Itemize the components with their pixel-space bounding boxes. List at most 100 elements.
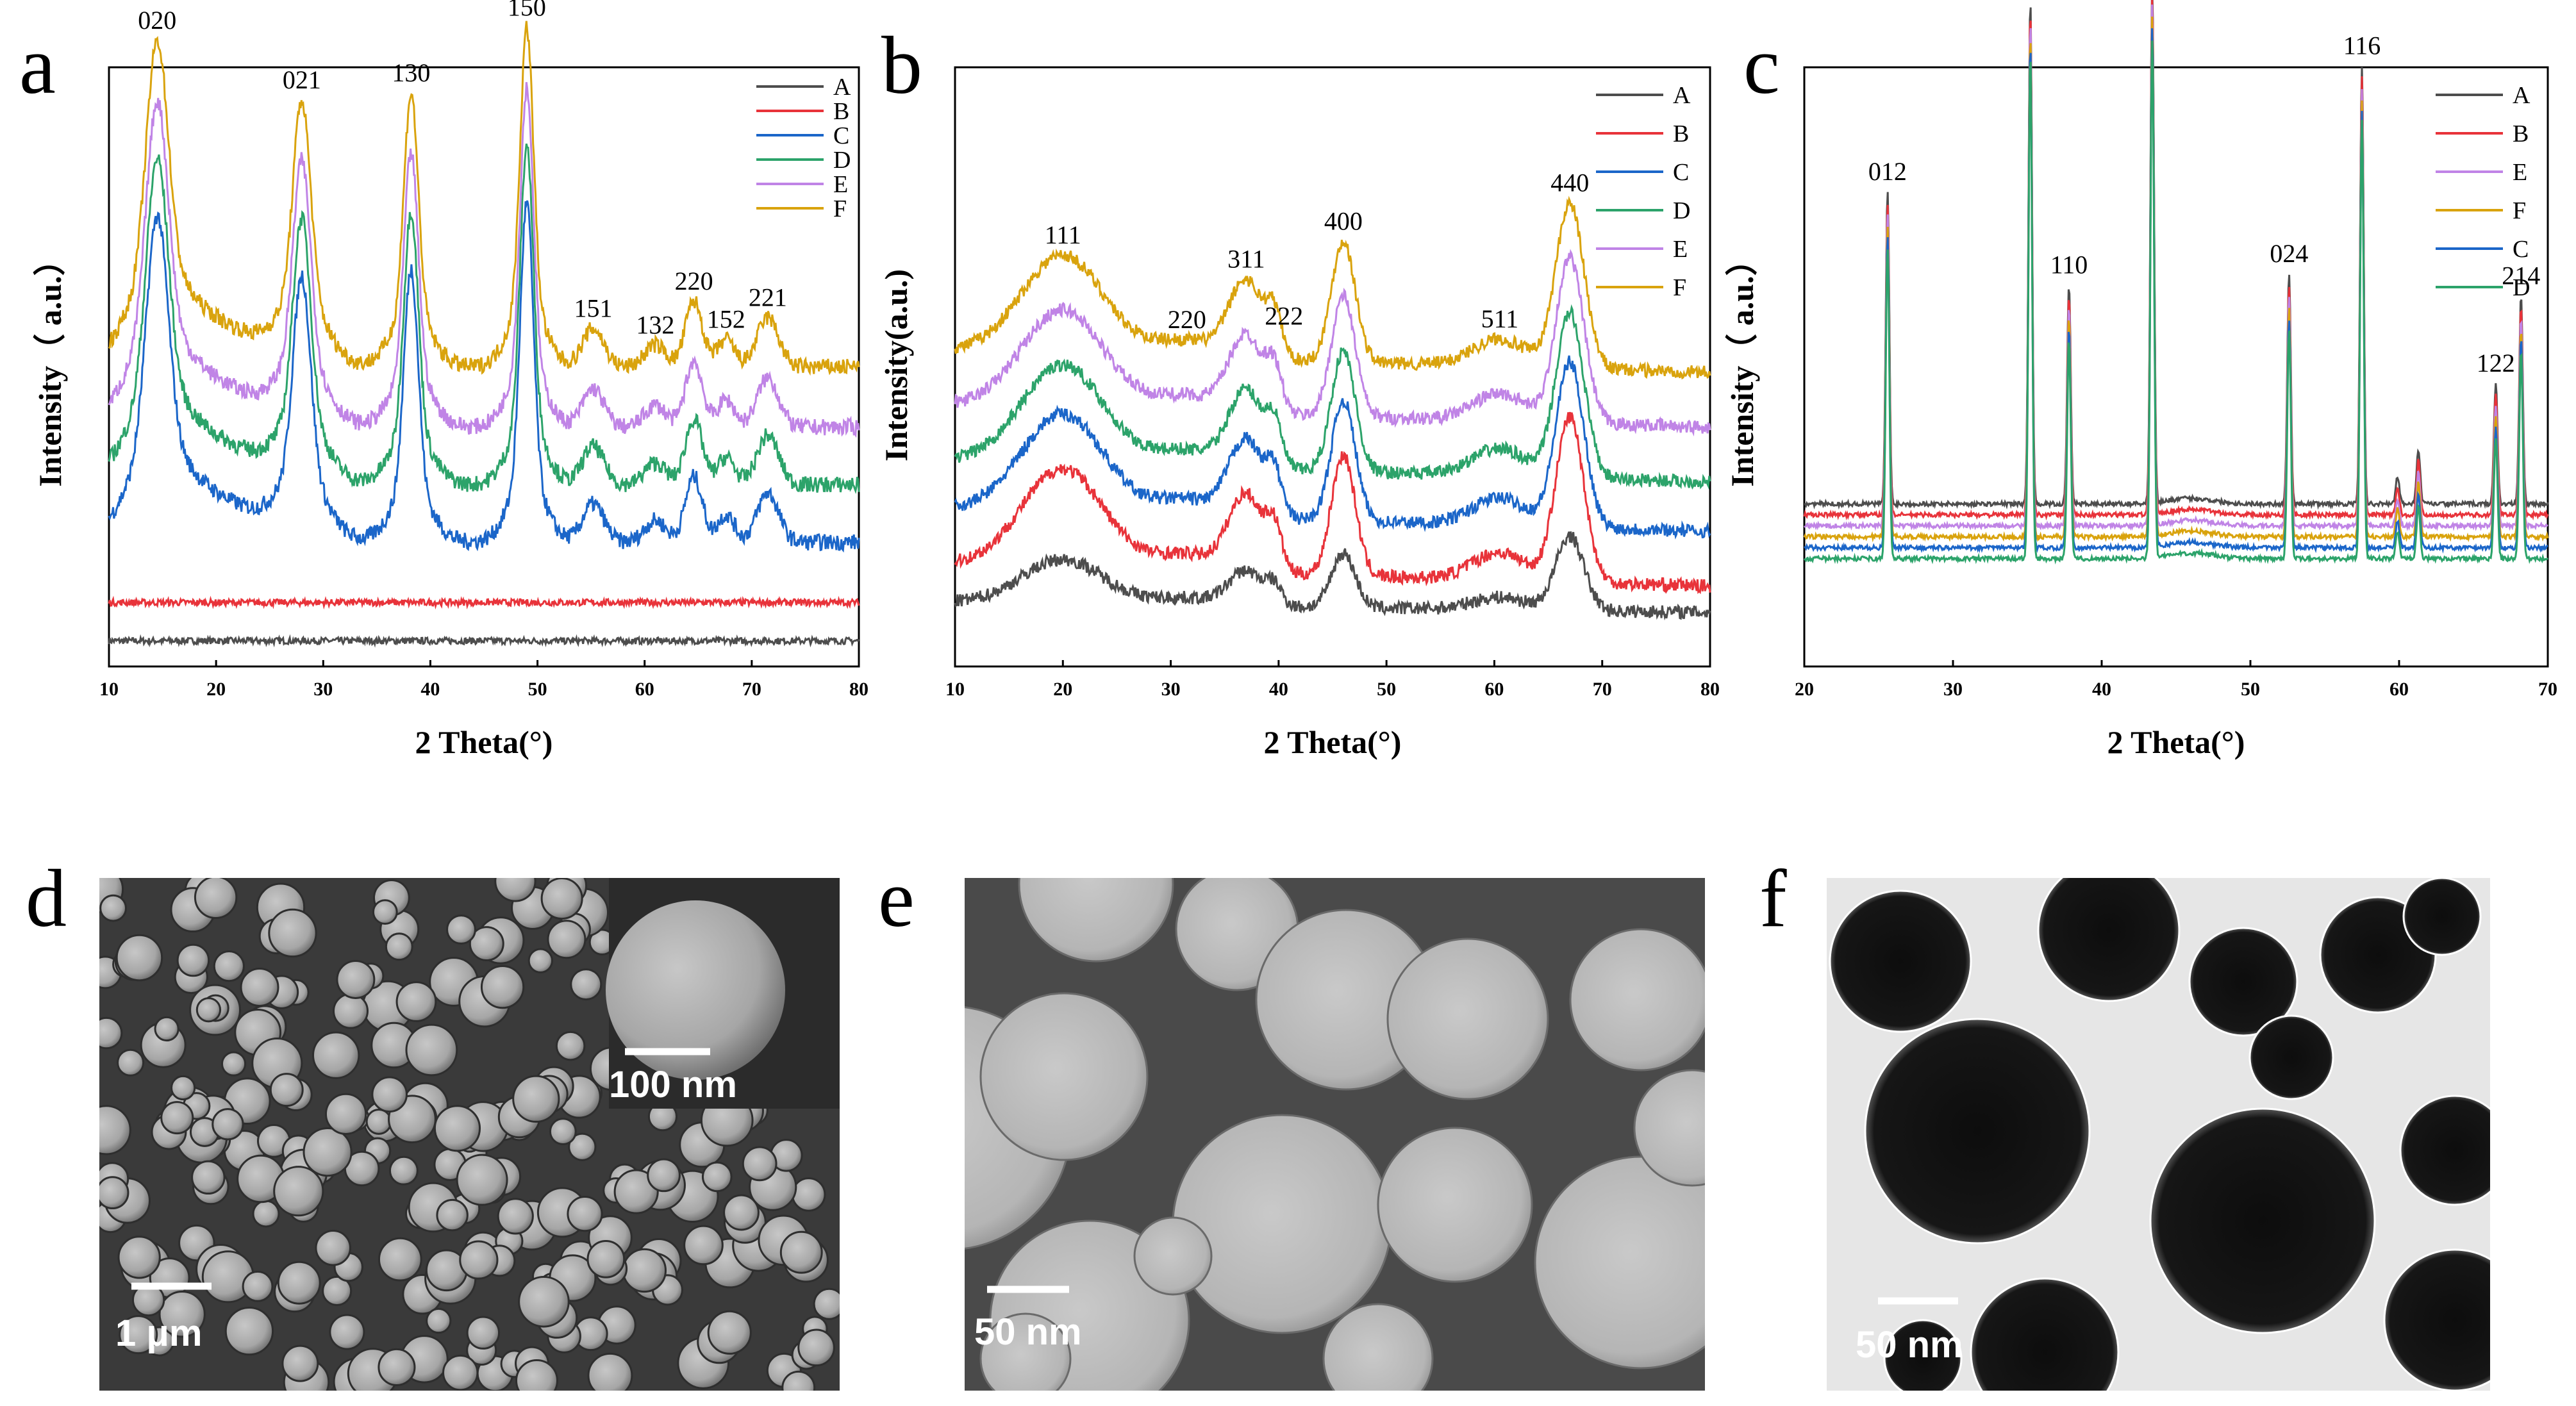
particle bbox=[378, 1348, 416, 1387]
particle bbox=[99, 1105, 131, 1155]
particle bbox=[813, 1287, 840, 1320]
particle bbox=[388, 1155, 419, 1186]
particle bbox=[1534, 1155, 1705, 1369]
x-tick-label: 20 bbox=[206, 679, 226, 700]
particle bbox=[540, 878, 583, 920]
x-tick-label: 30 bbox=[1943, 679, 1963, 700]
particle bbox=[723, 1194, 760, 1231]
particle bbox=[1970, 1277, 2120, 1391]
particle bbox=[252, 1200, 280, 1228]
peak-label-a: 152 bbox=[707, 305, 745, 334]
particle bbox=[273, 1166, 324, 1217]
legend-label-c-C: C bbox=[2513, 236, 2529, 263]
legend-label-c-B: B bbox=[2513, 120, 2529, 147]
panel-letter-c: c bbox=[1743, 20, 1780, 111]
y-axis-title-a: Intensity（ a.u.） bbox=[32, 244, 68, 486]
series-line-c-B bbox=[1803, 0, 2549, 521]
particle bbox=[512, 1075, 560, 1123]
legend-label-b-D: D bbox=[1673, 197, 1690, 224]
particle bbox=[549, 1118, 577, 1145]
particle bbox=[1569, 928, 1705, 1071]
legend-label-b-E: E bbox=[1673, 236, 1688, 263]
peak-label-a: 021 bbox=[283, 65, 321, 94]
legend-label-a-F: F bbox=[833, 195, 847, 222]
particle bbox=[426, 1307, 452, 1334]
series-line-b-E bbox=[954, 249, 1711, 437]
x-tick-label: 40 bbox=[1269, 679, 1288, 700]
inset-sphere bbox=[606, 900, 785, 1080]
particle bbox=[378, 1237, 422, 1282]
particle bbox=[568, 1132, 597, 1161]
particle bbox=[1322, 1303, 1434, 1391]
peak-label-b: 400 bbox=[1324, 206, 1363, 235]
particle bbox=[2383, 1248, 2490, 1391]
sem-particles-e bbox=[965, 878, 1705, 1391]
peak-label-a: 132 bbox=[636, 310, 674, 339]
x-tick-label: 20 bbox=[1795, 679, 1814, 700]
particle bbox=[442, 1354, 479, 1391]
legend-label-a-B: B bbox=[833, 98, 849, 125]
peak-label-a: 151 bbox=[574, 294, 612, 323]
particle bbox=[779, 1230, 823, 1274]
particle bbox=[385, 932, 413, 961]
particle bbox=[115, 934, 163, 982]
particle bbox=[433, 1105, 481, 1152]
x-tick-label: 60 bbox=[1484, 679, 1504, 700]
peak-label-c: 012 bbox=[1868, 157, 1907, 186]
plot-frame-c bbox=[1803, 66, 2549, 668]
peak-label-a: 220 bbox=[675, 267, 713, 295]
peak-label-a: 020 bbox=[138, 6, 176, 35]
particle bbox=[683, 1225, 724, 1266]
x-tick-label: 30 bbox=[1161, 679, 1181, 700]
particle bbox=[1829, 889, 1972, 1033]
particle bbox=[613, 1169, 659, 1214]
particle bbox=[1133, 1216, 1213, 1296]
particle bbox=[322, 1275, 353, 1306]
x-tick-label: 40 bbox=[2092, 679, 2111, 700]
peak-label-a: 221 bbox=[749, 283, 787, 312]
peak-label-b: 311 bbox=[1227, 244, 1265, 273]
particle bbox=[1386, 938, 1549, 1100]
series-line-c-E bbox=[1804, 4, 2548, 531]
particle bbox=[191, 1160, 226, 1195]
panel-d-sem-image: d 100 nm 1 μm bbox=[26, 853, 840, 1391]
x-tick-label: 60 bbox=[635, 679, 654, 700]
particle bbox=[1864, 1018, 2091, 1245]
particle bbox=[176, 943, 210, 977]
legend-label-b-B: B bbox=[1673, 120, 1689, 147]
peak-label-b: 111 bbox=[1045, 220, 1081, 249]
particle bbox=[456, 1154, 508, 1206]
x-tick-label: 70 bbox=[1593, 679, 1612, 700]
particle bbox=[315, 1230, 351, 1266]
particle bbox=[242, 1270, 274, 1302]
x-tick-label: 10 bbox=[945, 679, 965, 700]
particle bbox=[405, 1023, 458, 1077]
particle bbox=[99, 1016, 123, 1050]
particle bbox=[979, 992, 1149, 1161]
particle bbox=[586, 1240, 626, 1278]
particle bbox=[277, 1261, 321, 1305]
particle bbox=[622, 1248, 667, 1293]
peak-label-c: 116 bbox=[2343, 31, 2381, 60]
x-tick-label: 70 bbox=[742, 679, 761, 700]
particle bbox=[494, 878, 536, 902]
particle bbox=[446, 914, 476, 945]
particle bbox=[797, 1328, 835, 1367]
scale-bar-label-f: 50 nm bbox=[1856, 1324, 1963, 1366]
particle bbox=[1172, 1114, 1392, 1334]
particle bbox=[497, 1198, 534, 1235]
particle bbox=[154, 1016, 179, 1042]
particle bbox=[466, 1316, 501, 1350]
x-tick-label: 10 bbox=[99, 679, 119, 700]
particle bbox=[2402, 878, 2482, 956]
particle bbox=[324, 1093, 367, 1135]
peak-label-b: 511 bbox=[1481, 304, 1519, 333]
series-line-a-F bbox=[108, 21, 860, 376]
x-tick-label: 40 bbox=[420, 679, 440, 700]
plot-area-c: 203040506070ABEFCD0121041101130241161222… bbox=[1795, 0, 2557, 700]
